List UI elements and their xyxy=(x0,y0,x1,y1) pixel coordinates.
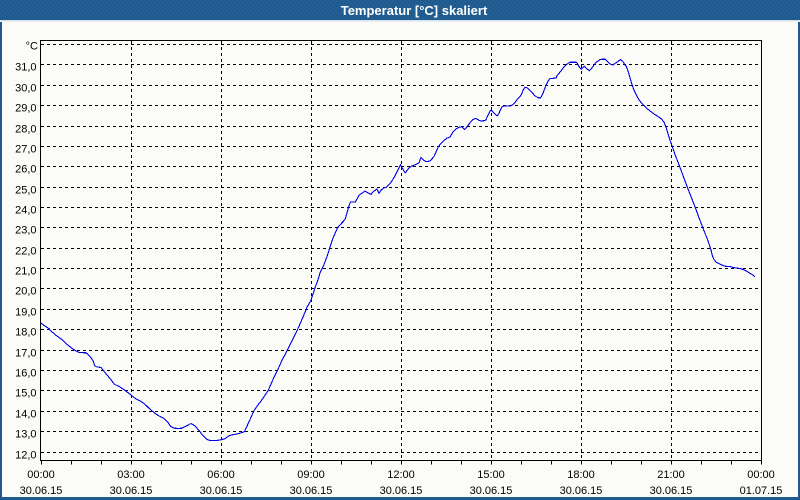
svg-text:18:00: 18:00 xyxy=(567,469,595,481)
svg-text:°C: °C xyxy=(26,41,38,53)
svg-text:28,0: 28,0 xyxy=(15,123,36,135)
svg-text:14,0: 14,0 xyxy=(15,408,36,420)
svg-text:30.06.15: 30.06.15 xyxy=(20,485,63,497)
svg-text:21:00: 21:00 xyxy=(657,469,685,481)
svg-text:31,0: 31,0 xyxy=(15,61,36,73)
svg-text:30.06.15: 30.06.15 xyxy=(380,485,423,497)
svg-text:12,0: 12,0 xyxy=(15,449,36,461)
svg-text:29,0: 29,0 xyxy=(15,102,36,114)
svg-text:18,0: 18,0 xyxy=(15,326,36,338)
svg-text:30.06.15: 30.06.15 xyxy=(650,485,693,497)
svg-text:00:00: 00:00 xyxy=(747,469,775,481)
svg-text:13,0: 13,0 xyxy=(15,428,36,440)
svg-text:25,0: 25,0 xyxy=(15,184,36,196)
svg-text:24,0: 24,0 xyxy=(15,204,36,216)
svg-text:21,0: 21,0 xyxy=(15,265,36,277)
svg-text:26,0: 26,0 xyxy=(15,163,36,175)
svg-text:09:00: 09:00 xyxy=(297,469,325,481)
svg-text:22,0: 22,0 xyxy=(15,245,36,257)
svg-text:12:00: 12:00 xyxy=(387,469,415,481)
svg-text:19,0: 19,0 xyxy=(15,306,36,318)
svg-text:30.06.15: 30.06.15 xyxy=(470,485,513,497)
svg-text:15,0: 15,0 xyxy=(15,387,36,399)
svg-text:23,0: 23,0 xyxy=(15,224,36,236)
svg-text:01.07.15: 01.07.15 xyxy=(740,485,783,497)
svg-text:03:00: 03:00 xyxy=(117,469,145,481)
svg-text:30.06.15: 30.06.15 xyxy=(110,485,153,497)
svg-text:30.06.15: 30.06.15 xyxy=(200,485,243,497)
svg-text:00:00: 00:00 xyxy=(27,469,55,481)
svg-text:27,0: 27,0 xyxy=(15,143,36,155)
svg-text:30.06.15: 30.06.15 xyxy=(290,485,333,497)
svg-text:06:00: 06:00 xyxy=(207,469,235,481)
svg-text:20,0: 20,0 xyxy=(15,285,36,297)
svg-text:Temperatur [°C] skaliert: Temperatur [°C] skaliert xyxy=(341,3,488,18)
svg-text:30.06.15: 30.06.15 xyxy=(560,485,603,497)
svg-text:30,0: 30,0 xyxy=(15,82,36,94)
svg-text:17,0: 17,0 xyxy=(15,347,36,359)
svg-text:15:00: 15:00 xyxy=(477,469,505,481)
svg-text:16,0: 16,0 xyxy=(15,367,36,379)
